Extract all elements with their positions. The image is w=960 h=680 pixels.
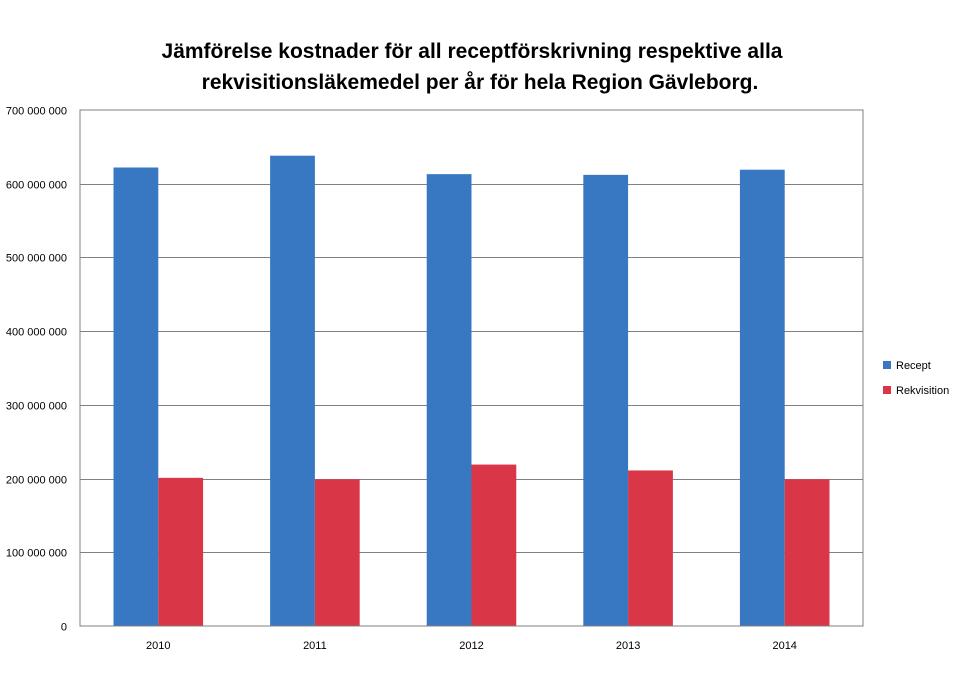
x-tick-label: 2012 [459, 640, 483, 652]
y-tick-label: 100 000 000 [6, 548, 67, 560]
bar-rekvisition-2011 [314, 479, 360, 626]
x-tick-label: 2013 [616, 640, 640, 652]
bar-rekvisition-2014 [784, 479, 830, 626]
legend-label-recept: Recept [896, 360, 931, 372]
chart-title-line-1: Jämförelse kostnader för all receptförsk… [162, 40, 783, 63]
bars [113, 155, 830, 627]
plot-area-frame [79, 109, 864, 627]
bar-recept-2010 [113, 167, 159, 627]
x-axis-tick-labels: 2010 2011 2012 2013 2014 [146, 640, 797, 652]
legend-swatch-recept [883, 361, 891, 369]
x-tick-label: 2011 [303, 640, 327, 652]
legend: Recept Rekvisition [883, 360, 949, 397]
legend-swatch-rekvisition [883, 386, 891, 394]
bar-recept-2014 [739, 169, 785, 627]
bar-recept-2011 [270, 155, 315, 626]
y-tick-label: 300 000 000 [6, 401, 67, 413]
y-tick-label: 500 000 000 [6, 253, 67, 265]
y-axis-tick-labels: 0 100 000 000 200 000 000 300 000 000 400 00… [6, 106, 67, 634]
bar-rekvisition-2010 [158, 477, 204, 626]
y-tick-label: 700 000 000 [6, 106, 67, 118]
y-tick-label: 600 000 000 [6, 180, 67, 192]
x-tick-label: 2010 [146, 640, 170, 652]
y-tick-label: 200 000 000 [6, 475, 67, 487]
bar-rekvisition-2013 [628, 470, 673, 626]
bar-rekvisition-2012 [471, 464, 517, 626]
y-tick-label: 400 000 000 [6, 327, 67, 339]
chart-title-line-2: rekvisitionsläkemedel per år för hela Re… [202, 71, 759, 94]
legend-label-rekvisition: Rekvisition [896, 385, 949, 397]
bar-recept-2013 [583, 174, 629, 626]
x-tick-label: 2014 [772, 640, 796, 652]
bar-recept-2012 [426, 174, 472, 627]
y-tick-label: 0 [61, 622, 67, 634]
